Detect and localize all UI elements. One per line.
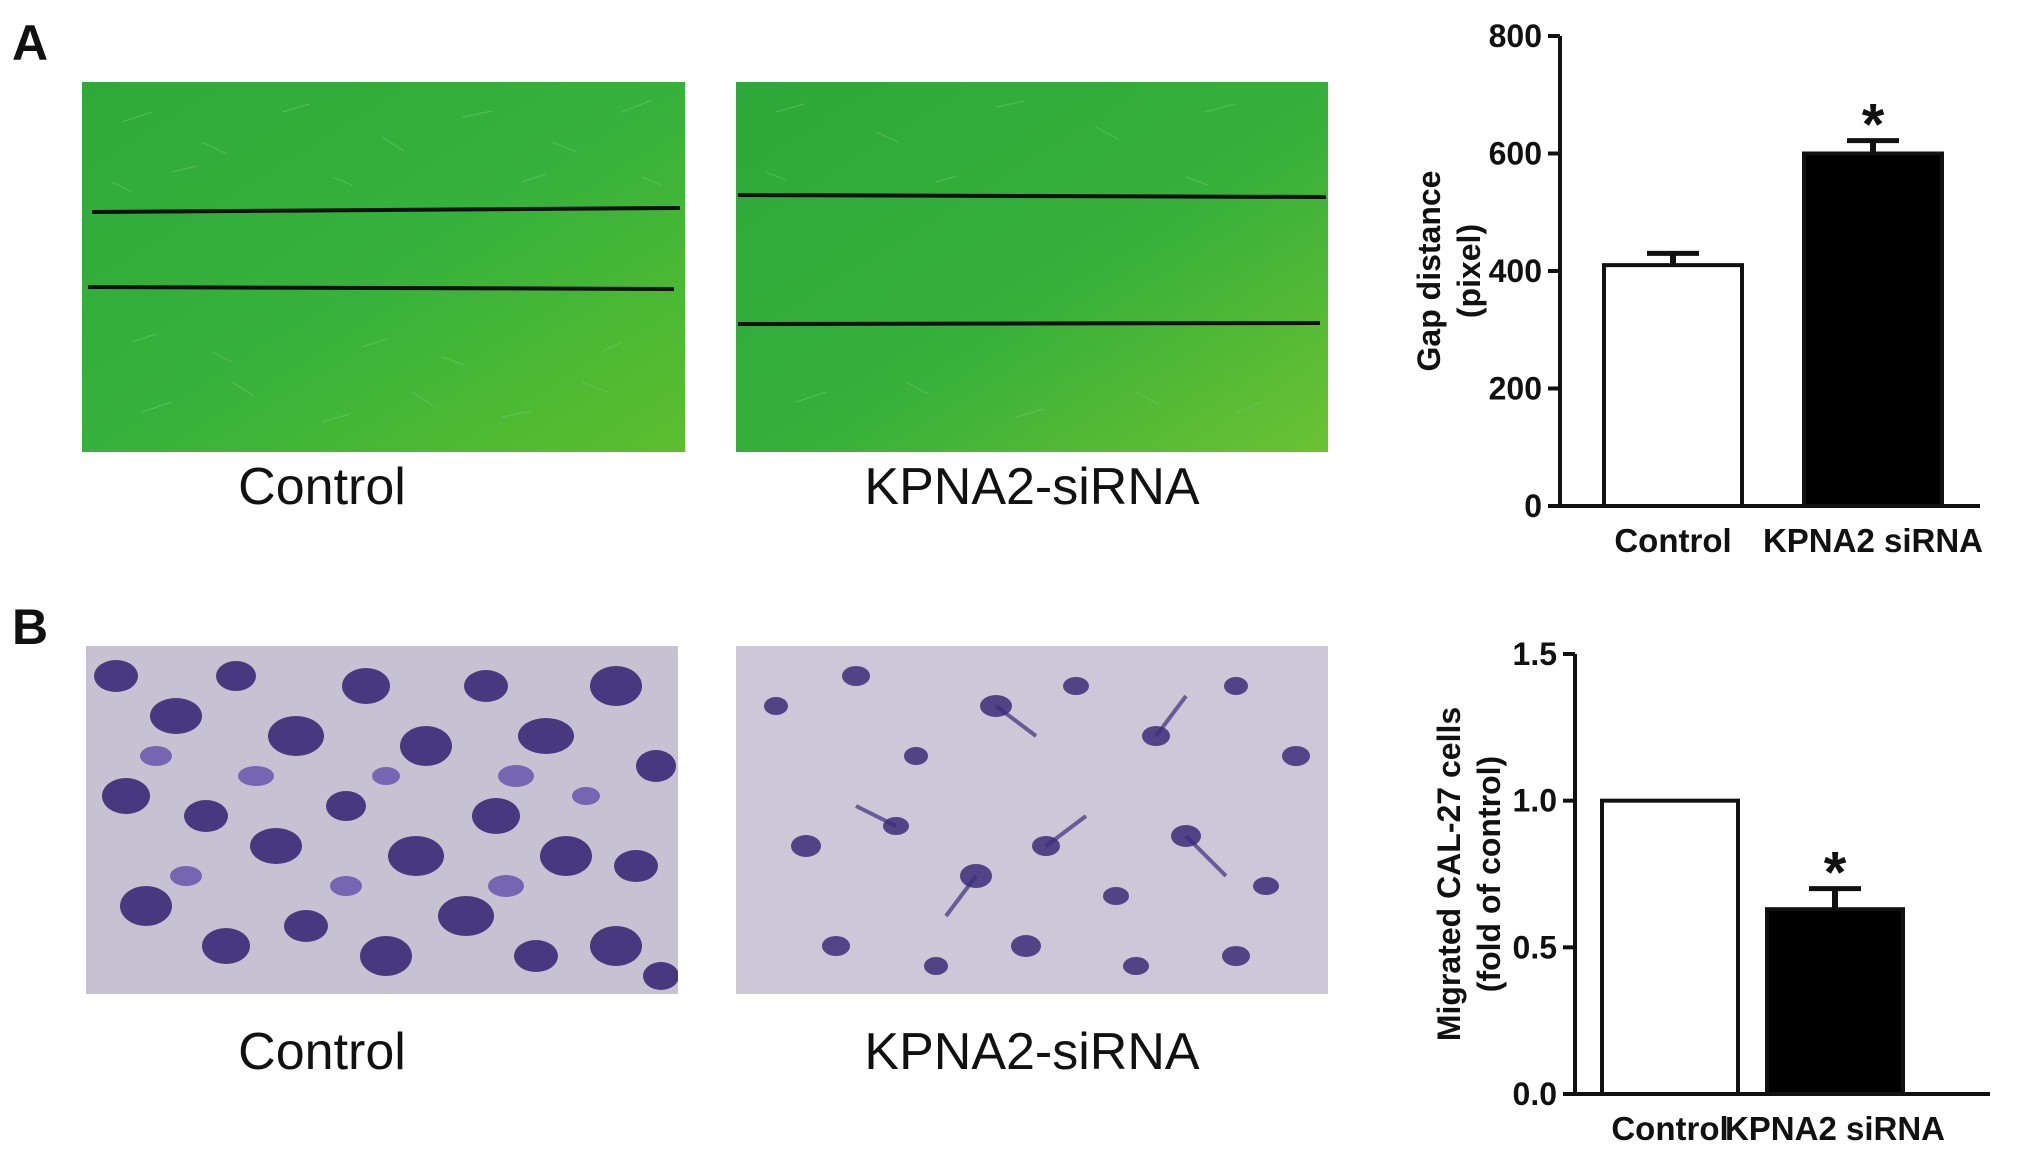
y-axis-label: (pixel) xyxy=(1451,224,1487,318)
x-category-label: Control xyxy=(1611,1110,1728,1147)
transwell-kpna2-sirna-caption: KPNA2-siRNA xyxy=(864,1023,1200,1081)
bar-2 xyxy=(1765,907,1905,1097)
y-tick-label: 1.5 xyxy=(1513,636,1557,672)
x-category-label: KPNA2 siRNA xyxy=(1725,1110,1945,1147)
y-axis-label: (fold of control) xyxy=(1471,756,1507,992)
y-tick-label: 0.0 xyxy=(1513,1076,1557,1112)
transwell-control-image xyxy=(86,646,678,994)
y-axis-label: Gap distance xyxy=(1411,171,1447,372)
scratch-assay-kpna2-sirna-image xyxy=(736,82,1328,452)
panel-b-label: B xyxy=(12,599,49,655)
y-tick-label: 800 xyxy=(1489,18,1542,54)
y-tick-label: 200 xyxy=(1489,371,1542,407)
x-category-label: KPNA2 siRNA xyxy=(1763,522,1983,559)
bar-1 xyxy=(1602,263,1744,508)
gap-distance-bar-chart: 0 200 400 600 800 Gap distance (pixel) Control *… xyxy=(1411,18,1983,559)
panel-a-label: A xyxy=(12,15,49,71)
bar-1 xyxy=(1600,798,1740,1097)
significance-marker: * xyxy=(1824,841,1847,906)
y-tick-label: 600 xyxy=(1489,136,1542,172)
y-axis-label: Migrated CAL-27 cells xyxy=(1431,707,1467,1041)
scratch-assay-control-image xyxy=(82,82,685,452)
y-tick-label: 400 xyxy=(1489,253,1542,289)
significance-marker: * xyxy=(1862,93,1885,158)
transwell-kpna2-sirna-image xyxy=(736,646,1328,994)
y-tick-label: 0.5 xyxy=(1513,929,1557,965)
migrated-cells-bar-chart: 0.0 0.5 1.0 1.5 Migrated CAL-27 cells (fold o… xyxy=(1431,636,1990,1147)
y-tick-label: 1.0 xyxy=(1513,783,1557,819)
bar-2 xyxy=(1802,151,1944,508)
scratch-assay-kpna2-sirna-caption: KPNA2-siRNA xyxy=(864,458,1200,516)
x-category-label: Control xyxy=(1614,522,1731,559)
transwell-control-caption: Control xyxy=(238,1023,406,1081)
y-tick-label: 0 xyxy=(1524,488,1542,524)
scratch-assay-control-caption: Control xyxy=(238,458,406,516)
